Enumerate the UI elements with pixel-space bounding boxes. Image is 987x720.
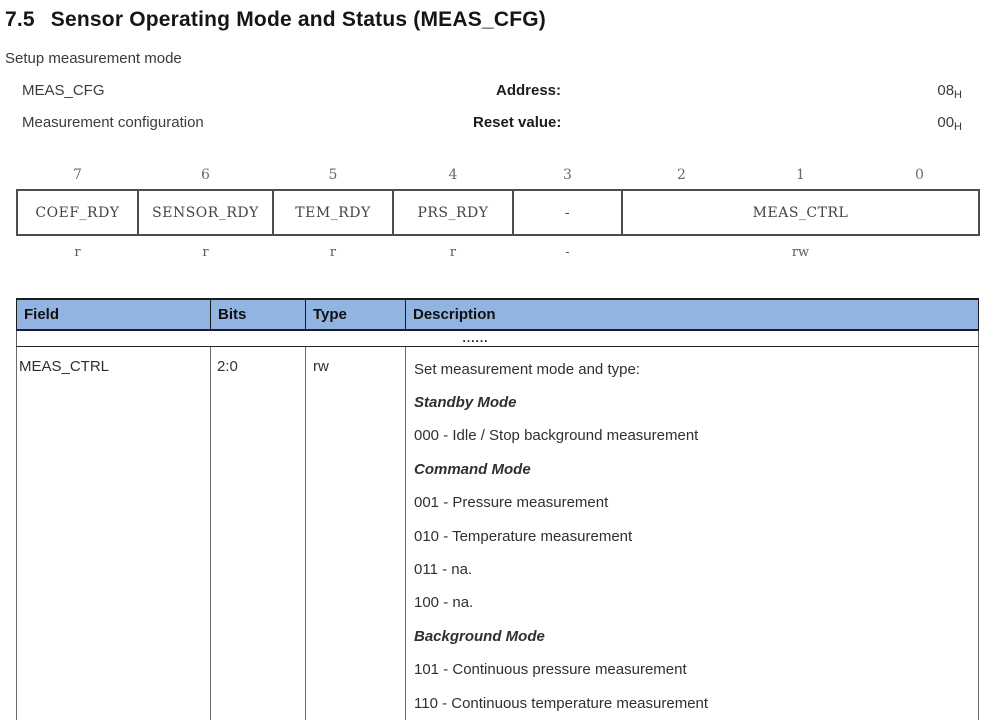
bit-number: 0 [915, 166, 924, 183]
bit-number: 1 [796, 166, 805, 183]
reset-value-label: Reset value: [473, 114, 562, 131]
bit-number-row: 7 6 5 4 3 2 1 0 [17, 164, 979, 190]
bit-field-tem-rdy: TEM_RDY [272, 189, 394, 236]
column-header-bits: Bits [210, 298, 306, 331]
bit-field-prs-rdy: PRS_RDY [392, 189, 514, 236]
description-mode-heading: Command Mode [414, 460, 531, 478]
field-name-cell: MEAS_CTRL [16, 346, 211, 720]
table-row-meas-ctrl: MEAS_CTRL 2:0 rw Set measurement mode an… [16, 346, 979, 720]
bit-field-meas-ctrl: MEAS_CTRL [621, 189, 980, 236]
ellipsis-text: ...... [462, 331, 489, 346]
bits-cell: 2:0 [210, 346, 306, 720]
field-table-header-row: Field Bits Type Description [16, 298, 979, 331]
type-cell: rw [305, 346, 406, 720]
description-line: 100 - na. [414, 594, 474, 612]
access-type: r [329, 245, 337, 260]
description-line: 011 - na. [414, 560, 473, 578]
access-type-row: r r r r - rw [17, 235, 979, 263]
bit-number: 4 [448, 166, 458, 183]
bit-number: 3 [563, 166, 572, 183]
bit-field-row: COEF_RDY SENSOR_RDY TEM_RDY PRS_RDY - ME… [16, 189, 980, 236]
hex-suffix: H [954, 121, 962, 133]
address-label: Address: [496, 82, 562, 99]
description-line: 000 - Idle / Stop background measurement [414, 427, 699, 445]
description-line: 110 - Continuous temperature measurement [414, 694, 709, 712]
description-line: 001 - Pressure measurement [414, 494, 609, 512]
description-mode-heading: Background Mode [414, 627, 545, 645]
bit-number: 2 [677, 166, 686, 183]
ellipsis-row: ...... [16, 330, 979, 347]
section-number: 7.5 [5, 8, 35, 31]
description-line: Set measurement mode and type: [414, 360, 640, 378]
description-cell: Set measurement mode and type: Standby M… [405, 346, 979, 720]
register-info-row-address: MEAS_CFG Address: 08H [0, 82, 987, 102]
column-header-type: Type [305, 298, 406, 331]
access-type: r [449, 245, 457, 260]
access-type: r [202, 245, 209, 260]
description-mode-heading: Standby Mode [414, 393, 517, 411]
bit-number: 6 [201, 166, 210, 183]
bit-field-sensor-rdy: SENSOR_RDY [137, 189, 274, 236]
bit-number: 5 [328, 166, 338, 183]
description-line: 010 - Temperature measurement [414, 527, 633, 545]
column-header-description: Description [405, 298, 979, 331]
column-header-field: Field [16, 298, 211, 331]
register-description: Measurement configuration [22, 114, 204, 131]
section-title: Sensor Operating Mode and Status (MEAS_C… [50, 8, 546, 31]
bit-number: 7 [73, 166, 82, 183]
access-type: - [565, 245, 570, 260]
access-type: rw [791, 245, 810, 260]
hex-suffix: H [954, 89, 962, 101]
register-subtitle: Setup measurement mode [5, 50, 182, 67]
address-value: 08H [937, 82, 962, 101]
reset-value: 00H [937, 114, 962, 133]
section-heading: 7.5 Sensor Operating Mode and Status (MEA… [5, 8, 546, 32]
register-name: MEAS_CFG [22, 82, 105, 99]
bit-field-coef-rdy: COEF_RDY [16, 189, 139, 236]
register-info-row-reset: Measurement configuration Reset value: 0… [0, 114, 987, 134]
bit-field-reserved: - [512, 189, 623, 236]
field-description-table: Field Bits Type Description ...... MEAS_… [16, 298, 979, 720]
register-bit-diagram: 7 6 5 4 3 2 1 0 COEF_RDY SENSOR_RDY TEM_… [16, 164, 980, 263]
description-line: 101 - Continuous pressure measurement [414, 661, 687, 679]
access-type: r [74, 245, 81, 260]
